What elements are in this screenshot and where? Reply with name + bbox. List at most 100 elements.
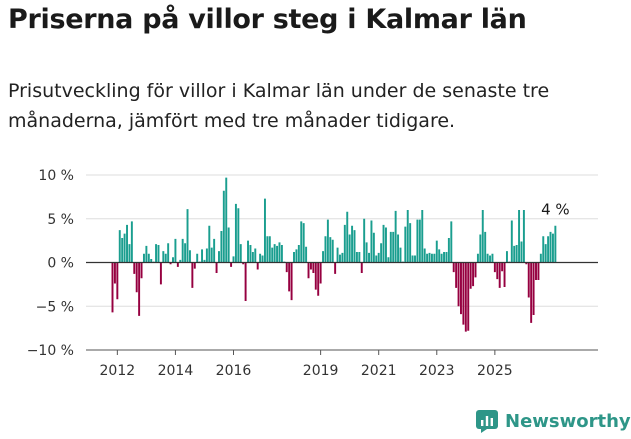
bar <box>208 225 211 263</box>
bar <box>331 239 334 263</box>
last-value-annotation: 4 % <box>541 201 570 219</box>
bar <box>370 220 373 263</box>
bar <box>273 244 276 263</box>
bar <box>140 262 143 279</box>
bar <box>513 245 516 263</box>
bar <box>496 262 499 280</box>
bar <box>220 231 223 263</box>
bar <box>493 262 496 273</box>
bar <box>537 262 540 280</box>
x-tick-label: 2012 <box>100 363 136 379</box>
bar <box>191 262 194 288</box>
bar <box>464 262 467 332</box>
bar <box>145 245 148 263</box>
bar <box>121 238 124 263</box>
bar <box>305 246 308 263</box>
bar <box>343 224 346 263</box>
bar <box>447 238 450 263</box>
bar <box>452 262 455 273</box>
brand-logo: Newsworthy <box>475 407 631 435</box>
bar <box>266 236 269 263</box>
bar <box>237 208 240 263</box>
bar <box>126 224 128 263</box>
bar <box>438 249 441 263</box>
bar <box>399 247 402 263</box>
bar <box>474 262 477 278</box>
bar <box>368 252 370 263</box>
bar <box>319 262 322 284</box>
bar <box>445 252 448 263</box>
bar <box>210 247 213 263</box>
bar <box>188 250 191 263</box>
bar <box>239 244 242 263</box>
bar <box>505 251 508 263</box>
bar <box>324 236 327 263</box>
bar <box>172 257 174 263</box>
bar <box>244 262 247 301</box>
bar <box>355 252 358 263</box>
bar <box>147 253 150 263</box>
bar <box>201 249 204 263</box>
bar <box>363 218 366 263</box>
bar <box>254 248 257 263</box>
bar <box>510 220 513 263</box>
bar <box>360 262 363 273</box>
x-tick-labels: 2012 2014 2016 2019 2021 2023 2025 <box>100 350 513 379</box>
bar <box>215 262 218 273</box>
newsworthy-logo-icon <box>476 410 498 433</box>
y-tick-label: 10 % <box>38 168 74 184</box>
bar <box>428 252 431 263</box>
bar <box>440 253 443 263</box>
bar <box>501 262 504 272</box>
bar <box>430 253 433 263</box>
bar <box>414 255 416 263</box>
bar <box>469 262 472 289</box>
bar <box>462 262 465 325</box>
bar <box>421 210 424 263</box>
bar <box>312 262 315 273</box>
bar <box>285 262 288 273</box>
bar <box>397 234 400 263</box>
bar <box>544 244 547 263</box>
bar <box>535 262 537 280</box>
bar <box>230 262 233 267</box>
bar <box>530 262 533 323</box>
bar <box>336 247 339 263</box>
bar <box>113 262 116 284</box>
bar <box>232 256 235 263</box>
bar <box>263 198 266 263</box>
bar <box>460 262 462 315</box>
bar <box>435 240 438 263</box>
bar <box>457 262 460 307</box>
bar <box>455 262 458 288</box>
bar <box>334 262 337 274</box>
bar <box>290 262 293 301</box>
bar <box>234 203 237 263</box>
bars <box>111 177 557 332</box>
bar <box>411 255 414 263</box>
bar <box>302 223 305 263</box>
bar <box>503 262 506 287</box>
bar <box>169 262 172 265</box>
bar <box>159 262 162 285</box>
bar <box>196 253 199 263</box>
bar <box>394 210 397 263</box>
bar <box>498 262 501 288</box>
x-tick-label: 2019 <box>303 363 339 379</box>
x-tick-label: 2023 <box>419 363 455 379</box>
bar <box>116 262 119 300</box>
bar <box>547 236 550 263</box>
bar <box>518 210 521 263</box>
bar <box>525 262 528 265</box>
bar <box>489 255 491 263</box>
bar <box>472 262 475 287</box>
bar <box>443 252 446 263</box>
bar <box>481 210 484 263</box>
bar <box>329 237 332 263</box>
bar <box>261 255 264 263</box>
bar <box>259 253 262 263</box>
y-tick-label: −5 % <box>36 299 74 315</box>
bar <box>404 226 407 263</box>
bar <box>476 253 479 263</box>
bar <box>520 241 523 263</box>
